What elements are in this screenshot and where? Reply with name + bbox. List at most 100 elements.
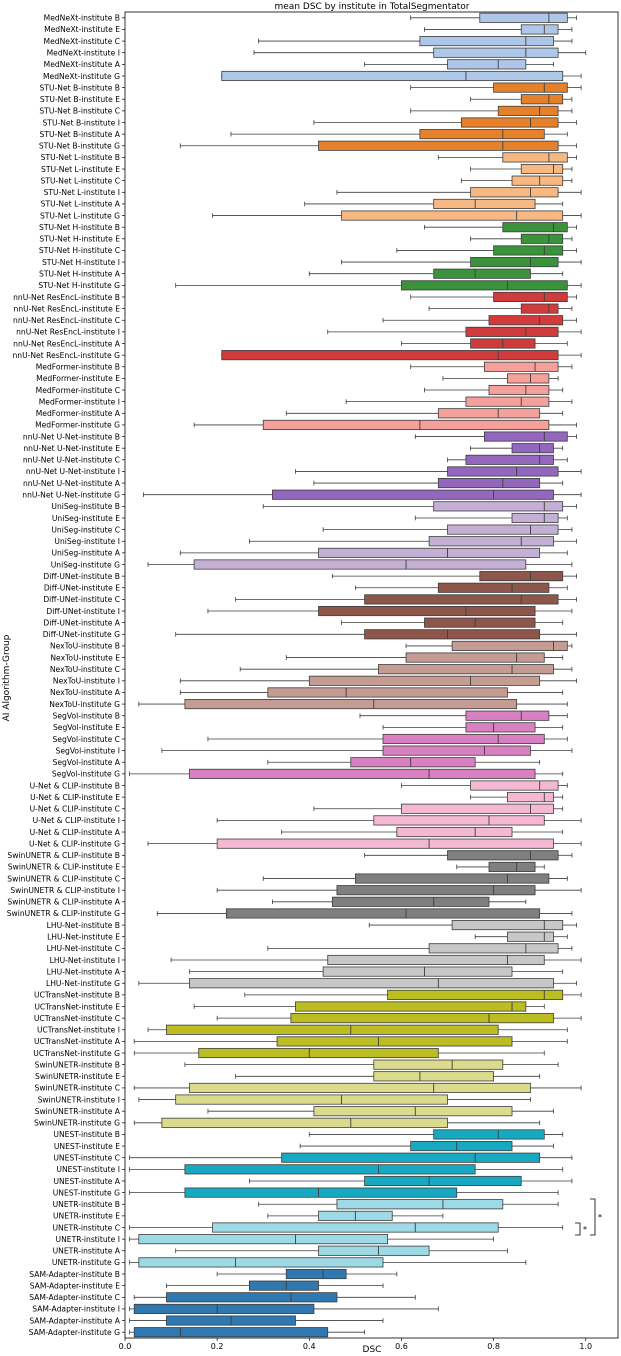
y-tick-label: LHU-Net-institute A xyxy=(47,967,121,976)
box-iqr xyxy=(382,733,545,745)
y-tick-label: UNEST-institute E xyxy=(54,1142,120,1151)
y-tick-label: SegVol-institute E xyxy=(53,723,120,732)
box-iqr xyxy=(433,501,564,512)
box-iqr xyxy=(497,105,559,116)
box-17-5 xyxy=(129,1257,527,1268)
y-tick-label: STU-Net L-institute I xyxy=(44,188,120,197)
y-tick-label: Diff-UNet-institute I xyxy=(46,607,120,616)
y-tick-label: nnU-Net U-Net-institute B xyxy=(23,432,120,441)
box-iqr xyxy=(184,1164,476,1175)
y-tick-label: Diff-UNet-institute G xyxy=(43,630,120,639)
box-iqr xyxy=(133,1303,315,1314)
box-0-4 xyxy=(364,59,554,70)
box-iqr xyxy=(507,931,554,942)
y-tick-label: UNEST-institute C xyxy=(53,1154,120,1163)
box-iqr xyxy=(216,838,554,849)
x-tick-label: 0.8 xyxy=(487,1342,500,1351)
y-tick-label: UCTransNet-institute G xyxy=(33,1049,120,1058)
box-iqr xyxy=(433,47,559,58)
y-tick-label: SwinUNETR & CLIP-institute I xyxy=(10,886,120,895)
y-tick-label: nnU-Net ResEncL-institute B xyxy=(13,293,120,302)
box-iqr xyxy=(341,210,564,221)
box-9-1 xyxy=(285,652,564,663)
box-iqr xyxy=(433,198,536,209)
y-tick-label: STU-Net L-institute G xyxy=(40,211,120,220)
y-tick-label: UniSeg-institute B xyxy=(51,502,120,511)
y-tick-label: MedNeXt-institute G xyxy=(43,72,120,81)
box-15-5 xyxy=(133,1117,541,1128)
y-tick-label: MedFormer-institute G xyxy=(35,421,120,430)
y-tick-label: Diff-UNet-institute A xyxy=(43,618,120,627)
y-tick-label: SAM-Adapter-institute C xyxy=(29,1293,120,1302)
box-iqr xyxy=(479,12,568,23)
y-tick-label: MedNeXt-institute A xyxy=(44,60,121,69)
box-0-5 xyxy=(221,70,582,82)
box-iqr xyxy=(424,617,536,628)
box-iqr xyxy=(272,489,554,500)
y-tick-label: nnU-Net U-Net-institute C xyxy=(23,456,120,465)
box-17-4 xyxy=(175,1245,508,1256)
box-iqr xyxy=(331,896,490,907)
box-iqr xyxy=(405,652,545,663)
box-9-3 xyxy=(179,675,577,686)
box-18-4 xyxy=(129,1315,384,1326)
box-2-0 xyxy=(437,152,577,163)
box-iqr xyxy=(364,1175,522,1187)
box-iqr xyxy=(465,722,536,733)
y-tick-label: STU-Net H-institute E xyxy=(39,235,120,244)
box-18-3 xyxy=(129,1303,439,1314)
box-iqr xyxy=(212,1222,499,1233)
box-iqr xyxy=(502,222,568,233)
y-tick-label: MedNeXt-institute B xyxy=(44,14,120,23)
y-tick-label: STU-Net H-institute C xyxy=(39,246,120,255)
box-iqr xyxy=(373,1071,494,1082)
x-tick-label: 0.2 xyxy=(211,1342,224,1351)
y-tick-label: SwinUNETR-institute C xyxy=(35,1084,120,1093)
y-tick-label: SwinUNETR & CLIP-institute B xyxy=(7,851,120,860)
box-10-3 xyxy=(161,745,573,756)
y-tick-label: STU-Net L-institute A xyxy=(41,200,121,209)
box-14-0 xyxy=(244,989,582,1000)
box-iqr xyxy=(373,815,545,826)
y-tick-label: MedFormer-institute C xyxy=(36,386,120,395)
box-13-5 xyxy=(138,978,577,989)
box-1-0 xyxy=(410,82,582,93)
box-5-2 xyxy=(424,384,564,396)
y-tick-label: NexToU-institute C xyxy=(50,665,120,674)
box-18-2 xyxy=(133,1292,416,1303)
box-iqr xyxy=(520,94,564,105)
box-iqr xyxy=(295,1001,527,1012)
box-iqr xyxy=(336,885,536,896)
y-tick-label: SwinUNETR-institute A xyxy=(35,1107,121,1116)
y-tick-label: STU-Net H-institute I xyxy=(42,258,120,267)
x-tick-label: 0.0 xyxy=(119,1342,132,1351)
box-5-1 xyxy=(442,373,559,384)
box-14-3 xyxy=(147,1024,568,1035)
box-iqr xyxy=(479,571,564,582)
box-8-2 xyxy=(235,594,577,605)
y-tick-label: LHU-Net-institute B xyxy=(47,921,120,930)
y-tick-label: UNETR-institute B xyxy=(53,1200,120,1209)
box-1-5 xyxy=(179,140,577,151)
y-tick-label: nnU-Net ResEncL-institute I xyxy=(16,328,120,337)
y-tick-label: SAM-Adapter-institute E xyxy=(30,1281,120,1290)
y-tick-label: SegVol-institute A xyxy=(53,758,121,767)
box-16-4 xyxy=(249,1175,573,1187)
y-tick-label: NexToU-institute G xyxy=(49,700,120,709)
y-tick-label: LHU-Net-institute E xyxy=(47,933,120,942)
y-tick-label: UniSeg-institute A xyxy=(51,549,120,558)
box-iqr xyxy=(267,687,508,698)
box-iqr xyxy=(166,1292,338,1303)
box-11-2 xyxy=(313,803,564,814)
box-iqr xyxy=(470,257,559,268)
y-tick-label: NexToU-institute A xyxy=(50,688,121,697)
y-tick-label: SwinUNETR & CLIP-institute A xyxy=(7,898,120,907)
box-iqr xyxy=(465,326,559,337)
box-9-5 xyxy=(138,699,568,710)
box-iqr xyxy=(318,605,536,617)
box-iqr xyxy=(364,594,559,605)
box-16-0 xyxy=(308,1129,564,1140)
y-tick-label: SAM-Adapter-institute G xyxy=(29,1328,120,1337)
y-axis-label: AI Algorithm-Group xyxy=(2,634,12,721)
box-2-3 xyxy=(336,187,582,198)
